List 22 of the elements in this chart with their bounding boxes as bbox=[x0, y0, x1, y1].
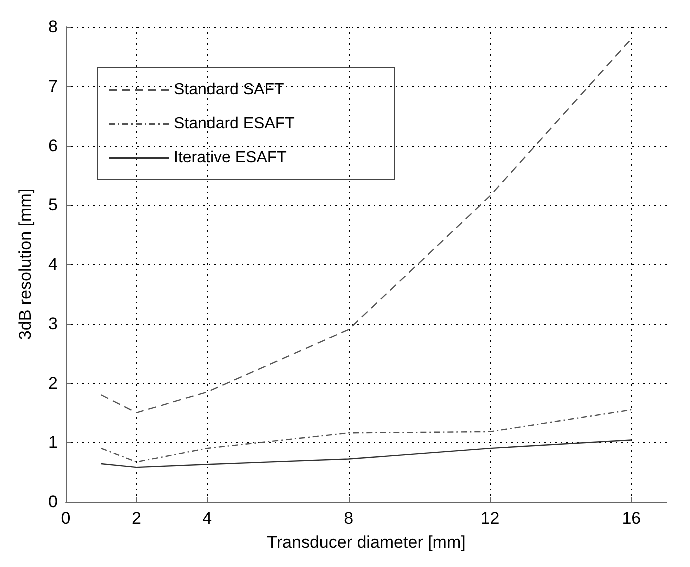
x-tick-label: 0 bbox=[61, 509, 71, 528]
x-tick-label: 2 bbox=[132, 509, 142, 528]
y-tick-label: 5 bbox=[48, 196, 58, 215]
legend-label: Standard ESAFT bbox=[174, 116, 296, 132]
line-series bbox=[100, 409, 632, 463]
y-tick-label: 0 bbox=[48, 492, 58, 512]
x-tick-label: 16 bbox=[622, 509, 642, 528]
y-tick-label: 7 bbox=[48, 76, 58, 96]
y-tick-label: 2 bbox=[48, 374, 58, 393]
x-axis-title: Transducer diameter [mm] bbox=[267, 533, 466, 552]
x-tick-label: 4 bbox=[202, 509, 212, 528]
y-tick-label: 4 bbox=[48, 255, 58, 274]
line-series bbox=[100, 38, 632, 414]
x-tick-label: 8 bbox=[344, 509, 354, 528]
legend-label: Iterative ESAFT bbox=[174, 150, 288, 166]
line-series bbox=[100, 440, 632, 468]
y-tick-label: 1 bbox=[48, 433, 58, 452]
y-tick-label: 3 bbox=[48, 314, 58, 334]
y-tick-label: 6 bbox=[48, 136, 58, 156]
y-axis-title: 3dB resolution [mm] bbox=[16, 188, 35, 340]
y-tick-label: 8 bbox=[48, 18, 58, 36]
x-tick-label: 12 bbox=[480, 509, 500, 528]
